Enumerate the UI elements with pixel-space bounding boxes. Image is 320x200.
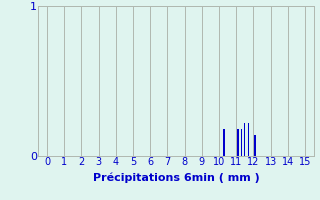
- Bar: [248, 123, 249, 156]
- Bar: [237, 129, 239, 156]
- Bar: [241, 129, 242, 156]
- Bar: [244, 123, 245, 156]
- X-axis label: Précipitations 6min ( mm ): Précipitations 6min ( mm ): [92, 173, 260, 183]
- Bar: [254, 135, 256, 156]
- Bar: [223, 129, 225, 156]
